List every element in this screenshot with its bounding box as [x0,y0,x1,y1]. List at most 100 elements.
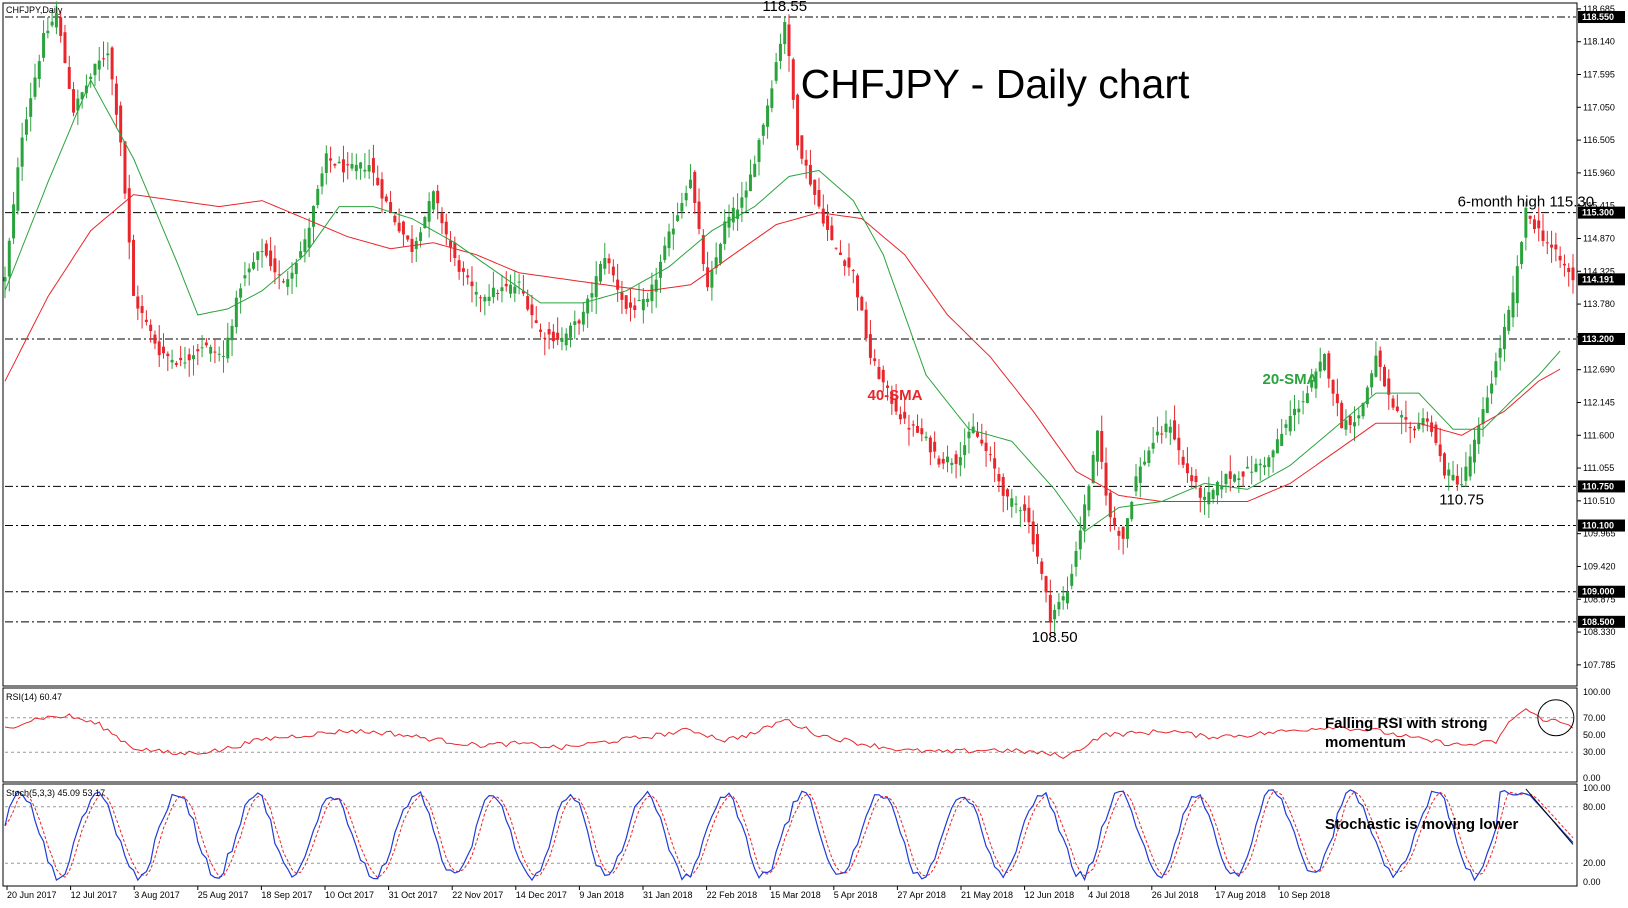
candle-body [1442,453,1446,476]
candle-body [637,299,641,301]
candle-body [12,204,16,239]
candle-body [1074,550,1078,567]
candle-body [316,188,320,206]
candle-body [1404,417,1408,420]
candle-body [950,462,954,465]
candle-body [204,342,208,346]
stoch-main-line [4,789,1574,882]
rsi-note-line-2: momentum [1325,734,1406,751]
candle-body [350,164,354,169]
candle-body [864,309,868,339]
candle-body [1057,601,1061,610]
candle-body [50,21,54,26]
candle-body [1023,504,1027,511]
candle-body [1357,415,1361,419]
candle-body [834,247,838,249]
annotation-0: 118.55 [762,0,807,15]
level-tag [1578,206,1625,219]
date-label: 27 Apr 2018 [897,890,946,900]
candle-body [174,363,178,366]
candle-body [251,262,255,269]
candle-body [903,411,907,419]
candle-body [560,337,564,342]
candle-body [851,270,855,272]
candle-body [1237,478,1241,481]
candle-body [80,92,84,100]
candle-body [693,171,697,203]
candle-body [1010,498,1014,507]
candle-body [72,89,76,113]
stoch-tick-label: 100.00 [1583,783,1611,793]
candle-body [650,284,654,302]
candle-body [140,306,144,314]
rsi-tick-label: 100.00 [1583,687,1611,697]
candle-body [1288,416,1292,432]
candle-body [1125,518,1129,539]
candle-body [1044,576,1048,593]
candle-body [1408,427,1412,429]
annotation-2: 110.75 [1439,491,1484,508]
level-tag-label: 110.100 [1582,521,1614,531]
candle-body [1065,592,1069,604]
candle-body [384,196,388,202]
candle-body [449,240,453,248]
candle-body [924,436,928,439]
candle-body [1451,474,1455,481]
price-tick-label: 114.870 [1583,233,1615,243]
candle-body [1224,473,1228,485]
candle-body [753,163,757,177]
candle-body [226,337,230,359]
candle-body [209,346,213,354]
stoch-panel-frame [2,783,1578,887]
candle-body [166,353,170,357]
candle-body [466,275,470,278]
candle-body [766,105,770,127]
price-tick-label: 109.420 [1583,561,1616,571]
candle-body [736,209,740,219]
candle-body [1537,220,1541,229]
candle-body [783,22,787,45]
candle-body [1113,517,1117,527]
rsi-tick-label: 50.00 [1583,730,1606,740]
candle-body [868,334,872,358]
candle-body [354,164,358,172]
candle-body [817,190,821,207]
candle-body [1173,420,1177,440]
date-label: 10 Oct 2017 [325,890,374,900]
candle-body [847,257,851,268]
candle-body [286,279,290,287]
candle-body [1468,456,1472,477]
level-tag [1578,480,1625,493]
candle-body [1190,475,1194,482]
candle-body [170,359,174,363]
candle-body [1502,326,1506,350]
candle-body [444,221,448,235]
candle-body [269,250,273,267]
candle-body [697,201,701,229]
date-label: 31 Jan 2018 [643,890,693,900]
candle-body [234,297,238,328]
current-price-label: 114.191 [1582,274,1614,284]
candle-body [976,432,979,437]
candle-body [761,124,765,136]
candle-body [916,425,920,433]
candle-body [363,169,367,172]
candle-body [42,32,46,58]
candle-body [1301,401,1305,403]
level-tag [1578,615,1625,628]
rsi-tick-label: 30.00 [1583,747,1606,757]
candle-body [230,325,234,341]
candle-body [680,203,684,212]
candle-body [337,161,341,164]
candle-body [461,268,465,272]
level-tag-label: 110.750 [1582,481,1614,491]
price-tick-label: 107.785 [1583,660,1616,670]
candle-body [1421,418,1425,426]
candle-body [646,298,650,303]
candle-body [731,207,735,223]
candle-body [393,215,397,223]
candle-body [1241,471,1245,477]
candle-body [144,319,148,322]
level-tag-label: 108.500 [1582,617,1615,627]
candle-body [1263,465,1267,468]
